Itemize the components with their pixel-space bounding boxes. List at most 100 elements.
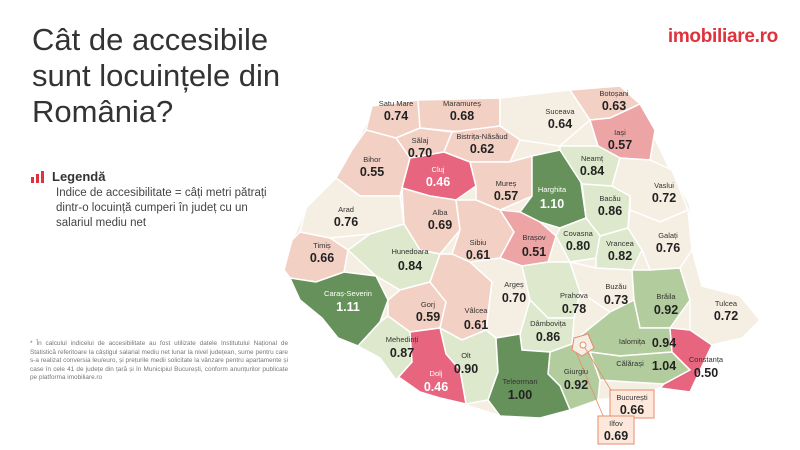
county-name: Neamț bbox=[581, 154, 604, 163]
county-value: 0.76 bbox=[656, 241, 680, 255]
county-name: Maramureș bbox=[443, 99, 481, 108]
county-value: 0.57 bbox=[494, 189, 518, 203]
county-value: 0.59 bbox=[416, 310, 440, 324]
page-title: Cât de accesibile sunt locuințele din Ro… bbox=[32, 22, 281, 129]
county-name: Vrancea bbox=[606, 239, 634, 248]
county-tulcea[interactable] bbox=[679, 248, 762, 346]
county-value: 0.74 bbox=[384, 109, 408, 123]
county-name: Suceava bbox=[545, 107, 575, 116]
footnote: * În calculul indicelui de accesibilitat… bbox=[30, 340, 288, 382]
county-name: Tulcea bbox=[715, 299, 738, 308]
county-value: 0.92 bbox=[654, 303, 678, 317]
county-name: Mureș bbox=[496, 179, 517, 188]
county-value: 0.78 bbox=[562, 302, 586, 316]
county-bucuresti[interactable] bbox=[579, 341, 587, 349]
legend-description: Indice de accesibilitate = câți metri pă… bbox=[56, 187, 267, 229]
county-name: Galați bbox=[658, 231, 678, 240]
county-value: 0.50 bbox=[694, 366, 718, 380]
county-name: Brăila bbox=[656, 292, 676, 301]
county-name: Caraș-Severin bbox=[324, 289, 372, 298]
county-value: 0.72 bbox=[714, 309, 738, 323]
county-name: Vaslui bbox=[654, 181, 674, 190]
legend-title: Legendă bbox=[52, 169, 106, 184]
legend-header: Legendă bbox=[31, 169, 105, 184]
county-name: Dâmbovița bbox=[530, 319, 567, 328]
county-name: Arad bbox=[338, 205, 354, 214]
county-labels: Satu Mare 0.74 Maramureș 0.68 Suceava 0.… bbox=[310, 89, 738, 443]
county-value: 0.63 bbox=[602, 99, 626, 113]
county-value: 0.82 bbox=[608, 249, 632, 263]
county-name: Brașov bbox=[522, 233, 546, 242]
county-mures[interactable] bbox=[469, 155, 533, 211]
county-name: Călărași bbox=[616, 359, 644, 368]
county-value: 0.61 bbox=[466, 248, 490, 262]
county-dolj[interactable] bbox=[395, 327, 467, 405]
county-value: 0.46 bbox=[426, 175, 450, 189]
county-name: Mehedinți bbox=[386, 335, 419, 344]
county-value: 0.84 bbox=[398, 259, 422, 273]
county-value: 0.66 bbox=[620, 403, 644, 417]
county-value: 0.70 bbox=[408, 146, 432, 160]
county-name: Sibiu bbox=[470, 238, 487, 247]
county-name: Dolj bbox=[430, 369, 443, 378]
county-value: 1.04 bbox=[652, 359, 676, 373]
county-name: Iași bbox=[614, 128, 626, 137]
county-value: 0.80 bbox=[566, 239, 590, 253]
county-name: Vâlcea bbox=[465, 306, 489, 315]
county-value: 0.76 bbox=[334, 215, 358, 229]
brand-logo[interactable]: imobiliare.ro bbox=[667, 26, 778, 47]
county-name: Giurgiu bbox=[564, 367, 588, 376]
county-name: Argeș bbox=[504, 280, 524, 289]
county-value: 0.69 bbox=[428, 218, 452, 232]
county-value: 0.51 bbox=[522, 245, 546, 259]
county-name: Bihor bbox=[363, 155, 381, 164]
county-value: 1.11 bbox=[336, 300, 360, 314]
county-value: 0.64 bbox=[548, 117, 572, 131]
county-name: Teleorman bbox=[502, 377, 537, 386]
county-value: 0.94 bbox=[652, 336, 676, 350]
county-value: 0.86 bbox=[598, 204, 622, 218]
county-value: 0.72 bbox=[652, 191, 676, 205]
county-value: 0.73 bbox=[604, 293, 628, 307]
county-value: 0.61 bbox=[464, 318, 488, 332]
county-name: Bacău bbox=[599, 194, 620, 203]
county-teleorman[interactable] bbox=[487, 333, 572, 419]
county-name: Olt bbox=[461, 351, 472, 360]
callout-ilfov bbox=[597, 415, 635, 445]
county-value: 0.84 bbox=[580, 164, 604, 178]
county-name: București bbox=[616, 393, 648, 402]
county-name: Ialomița bbox=[619, 337, 646, 346]
county-name: Ilfov bbox=[609, 419, 623, 428]
county-name: Botoșani bbox=[599, 89, 629, 98]
county-name: Satu Mare bbox=[379, 99, 414, 108]
county-value: 0.70 bbox=[502, 291, 526, 305]
county-value: 0.62 bbox=[470, 142, 494, 156]
county-name: Buzău bbox=[605, 282, 626, 291]
county-value: 0.90 bbox=[454, 362, 478, 376]
bar-chart-icon bbox=[31, 170, 44, 183]
county-name: Hunedoara bbox=[391, 247, 429, 256]
county-name: Timiș bbox=[313, 241, 331, 250]
county-value: 0.86 bbox=[536, 330, 560, 344]
county-name: Cluj bbox=[432, 165, 445, 174]
county-name: Covasna bbox=[563, 229, 593, 238]
county-value: 0.46 bbox=[424, 380, 448, 394]
county-value: 0.92 bbox=[564, 378, 588, 392]
county-name: Alba bbox=[432, 208, 448, 217]
county-value: 0.68 bbox=[450, 109, 474, 123]
county-name: Harghita bbox=[538, 185, 567, 194]
county-value: 0.55 bbox=[360, 165, 384, 179]
county-constanta[interactable] bbox=[658, 327, 713, 393]
county-name: Gorj bbox=[421, 300, 436, 309]
county-value: 0.57 bbox=[608, 138, 632, 152]
county-value: 1.10 bbox=[540, 197, 564, 211]
county-value: 0.87 bbox=[390, 346, 414, 360]
county-name: Bistrița-Năsăud bbox=[456, 132, 507, 141]
county-name: Prahova bbox=[560, 291, 589, 300]
callout-line-ilfov bbox=[575, 351, 605, 419]
county-value: 0.66 bbox=[310, 251, 334, 265]
county-name: Constanța bbox=[689, 355, 724, 364]
county-value: 1.00 bbox=[508, 388, 532, 402]
callout-line-bucuresti bbox=[584, 347, 613, 393]
